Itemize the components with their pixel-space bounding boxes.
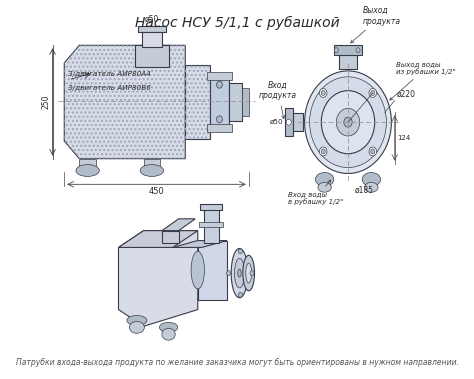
- Polygon shape: [118, 231, 198, 247]
- Text: 450: 450: [148, 187, 164, 196]
- Ellipse shape: [159, 323, 178, 332]
- Circle shape: [305, 71, 392, 174]
- Bar: [228, 83, 242, 121]
- Ellipse shape: [235, 258, 245, 288]
- Circle shape: [356, 48, 360, 53]
- Polygon shape: [162, 231, 179, 243]
- Circle shape: [337, 108, 360, 136]
- Circle shape: [238, 292, 242, 297]
- Ellipse shape: [127, 315, 147, 325]
- Polygon shape: [64, 45, 185, 159]
- Ellipse shape: [365, 182, 378, 192]
- Bar: [201, 204, 222, 210]
- Ellipse shape: [318, 182, 331, 192]
- Text: Вход воды
в рубашку 1/2": Вход воды в рубашку 1/2": [288, 180, 343, 205]
- Bar: [210, 75, 228, 129]
- Circle shape: [227, 271, 231, 276]
- Text: Насос НСУ 5/1,1 с рубашкой: Насос НСУ 5/1,1 с рубашкой: [135, 16, 339, 30]
- Circle shape: [310, 77, 386, 168]
- Text: Вход
продукта: Вход продукта: [259, 81, 297, 119]
- Text: 250: 250: [42, 94, 51, 109]
- Bar: [207, 72, 232, 80]
- Circle shape: [286, 119, 291, 125]
- Bar: [207, 124, 232, 132]
- Circle shape: [319, 147, 327, 156]
- Circle shape: [217, 81, 222, 88]
- Circle shape: [344, 117, 352, 127]
- Ellipse shape: [140, 164, 164, 177]
- Bar: [339, 53, 357, 69]
- Text: Выход
продукта: Выход продукта: [351, 6, 401, 43]
- Ellipse shape: [238, 269, 241, 277]
- Circle shape: [217, 116, 222, 123]
- Bar: [144, 159, 160, 166]
- Ellipse shape: [246, 263, 252, 283]
- Bar: [200, 222, 223, 227]
- Circle shape: [369, 147, 376, 156]
- Ellipse shape: [129, 321, 145, 333]
- Ellipse shape: [315, 172, 334, 186]
- Circle shape: [238, 249, 242, 254]
- Bar: [334, 45, 362, 55]
- Bar: [204, 208, 219, 243]
- Text: ø220: ø220: [396, 90, 415, 99]
- Circle shape: [250, 271, 254, 276]
- Bar: [284, 108, 293, 136]
- Text: ø50: ø50: [145, 14, 159, 23]
- Bar: [135, 45, 169, 67]
- Circle shape: [334, 48, 338, 53]
- Circle shape: [371, 149, 375, 154]
- Text: Патрубки входа-выхода продукта по желание заказчика могут быть ориентированы в н: Патрубки входа-выхода продукта по желани…: [16, 358, 458, 367]
- Circle shape: [321, 91, 325, 96]
- Bar: [142, 33, 162, 47]
- Ellipse shape: [231, 248, 248, 298]
- Polygon shape: [198, 241, 227, 300]
- Polygon shape: [162, 219, 195, 231]
- Circle shape: [321, 91, 375, 154]
- Bar: [291, 113, 303, 131]
- Ellipse shape: [362, 172, 381, 186]
- Text: 3/двигатель АИР80А4: 3/двигатель АИР80А4: [68, 71, 150, 77]
- Text: ø185: ø185: [355, 185, 374, 194]
- Circle shape: [369, 88, 376, 97]
- Text: ø50: ø50: [269, 119, 283, 125]
- Bar: [137, 25, 166, 33]
- Ellipse shape: [76, 164, 99, 177]
- Text: Выход воды
из рубашки 1/2": Выход воды из рубашки 1/2": [390, 61, 456, 100]
- Circle shape: [319, 88, 327, 97]
- Bar: [185, 65, 210, 139]
- Polygon shape: [173, 241, 227, 247]
- Polygon shape: [118, 231, 198, 326]
- Text: 124: 124: [397, 135, 410, 141]
- Ellipse shape: [191, 251, 204, 289]
- Circle shape: [371, 91, 375, 96]
- Ellipse shape: [162, 328, 175, 340]
- Text: 3/двигатель АИР80В6: 3/двигатель АИР80В6: [68, 85, 150, 91]
- Bar: [185, 65, 210, 139]
- Ellipse shape: [243, 255, 255, 291]
- Circle shape: [321, 149, 325, 154]
- Bar: [79, 159, 96, 166]
- Bar: [242, 88, 249, 116]
